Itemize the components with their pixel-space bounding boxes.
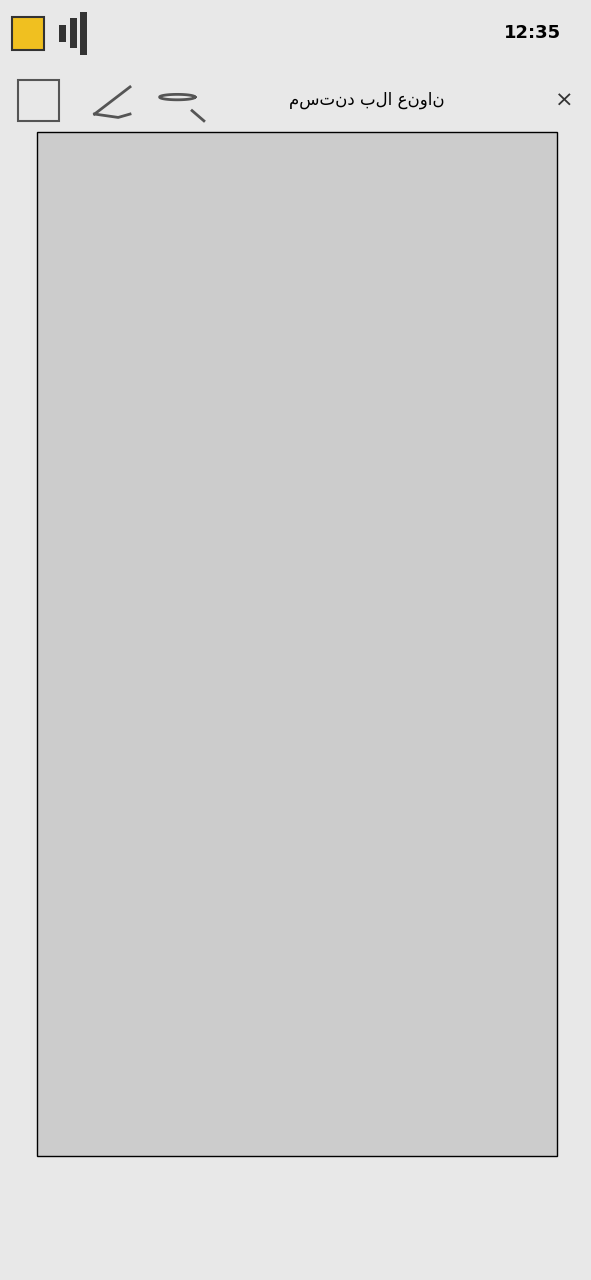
Circle shape	[69, 502, 126, 614]
Bar	[322, 538, 342, 579]
Text: 4: 4	[217, 599, 224, 609]
Text: 300lb.ft: 300lb.ft	[129, 480, 174, 493]
FancyBboxPatch shape	[12, 17, 44, 50]
Bar	[126, 522, 332, 594]
Bar	[323, 415, 341, 558]
Bar	[70, 18, 77, 49]
Bar	[197, 538, 217, 579]
Text: 1 ft: 1 ft	[359, 481, 377, 492]
Text: Q1/ Replace the force and couple system acting on the
member in Fig.by an equiva: Q1/ Replace the force and couple system …	[61, 179, 409, 229]
Text: 5: 5	[187, 671, 194, 681]
Text: ×: ×	[554, 91, 573, 110]
Text: 5: 5	[344, 312, 351, 323]
Text: 4: 4	[352, 343, 359, 353]
Text: 3: 3	[366, 328, 372, 338]
Text: 80lb: 80lb	[406, 543, 430, 553]
Bar	[59, 24, 66, 41]
Text: 12:35: 12:35	[504, 24, 561, 42]
Bar	[129, 538, 150, 579]
Text: مستند بلا عنوان: مستند بلا عنوان	[288, 91, 444, 110]
Text: 130lb: 130lb	[368, 307, 400, 317]
Text: 3 ft: 3 ft	[164, 666, 182, 676]
Text: 200lb: 200lb	[249, 717, 280, 727]
Text: 3: 3	[193, 630, 199, 640]
Text: 3 ft: 3 ft	[261, 666, 278, 676]
Bar	[80, 12, 87, 55]
Text: A: A	[117, 494, 126, 507]
